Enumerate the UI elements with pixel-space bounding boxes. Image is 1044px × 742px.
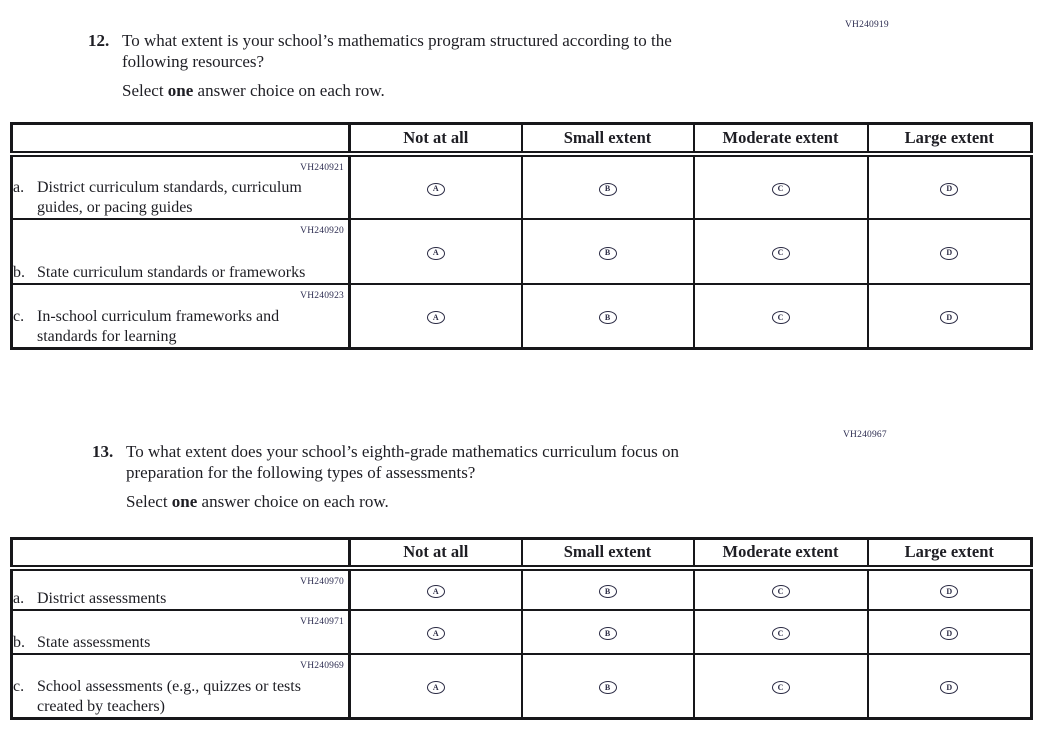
empty-header-cell: [10, 122, 351, 157]
option-bubble-c[interactable]: C: [771, 311, 790, 325]
q13-response-table: Not at all Small extent Moderate extent …: [10, 537, 1033, 720]
option-bubble-d[interactable]: D: [940, 585, 959, 598]
option-bubble-b[interactable]: B: [598, 182, 617, 196]
row-label-cell: VH240920 b. State curriculum standards o…: [10, 217, 351, 285]
prompt-line: preparation for the following types of a…: [126, 463, 476, 482]
column-header: Moderate extent: [692, 537, 869, 571]
option-bubble-d[interactable]: D: [940, 246, 959, 260]
option-bubble-d[interactable]: D: [940, 182, 959, 196]
table-row: VH240969 c. School assessments (e.g., qu…: [10, 652, 1033, 720]
option-bubble-c[interactable]: C: [771, 585, 790, 598]
table-row: VH240920 b. State curriculum standards o…: [10, 217, 1033, 285]
column-header: Small extent: [520, 537, 695, 571]
row-label-cell: VH240923 c. In-school curriculum framewo…: [10, 282, 351, 350]
option-bubble-a[interactable]: A: [426, 681, 445, 695]
table-row: VH240923 c. In-school curriculum framewo…: [10, 282, 1033, 350]
question-number: 13.: [92, 442, 114, 461]
option-bubble-c[interactable]: C: [771, 182, 790, 196]
item-code: VH240971: [300, 616, 344, 627]
option-bubble-c[interactable]: C: [771, 246, 790, 260]
option-bubble-d[interactable]: D: [940, 311, 959, 325]
option-bubble-b[interactable]: B: [598, 585, 617, 598]
option-bubble-d[interactable]: D: [940, 681, 959, 695]
question-prompt: To what extent is your school’s mathemat…: [122, 30, 672, 101]
row-label-cell: VH240971 b. State assessments: [10, 608, 351, 655]
row-letter: b.: [13, 633, 25, 651]
option-bubble-b[interactable]: B: [598, 246, 617, 260]
option-bubble-b[interactable]: B: [598, 627, 617, 640]
item-code: VH240921: [300, 162, 344, 173]
row-letter: a.: [13, 589, 25, 607]
prompt-line: following resources?: [122, 52, 265, 71]
option-bubble-b[interactable]: B: [598, 311, 617, 325]
column-header: Not at all: [348, 537, 523, 571]
table-row: VH240921 a. District curriculum standard…: [10, 152, 1033, 220]
row-label: District assessments: [37, 589, 167, 607]
column-header: Large extent: [866, 537, 1033, 571]
header-row: Not at all Small extent Moderate extent …: [10, 537, 1033, 571]
prompt-line: To what extent does your school’s eighth…: [126, 442, 680, 461]
row-label: District curriculum standards, curriculu…: [37, 178, 302, 216]
item-code: VH240969: [300, 660, 344, 671]
item-code: VH240970: [300, 576, 344, 587]
item-code: VH240920: [300, 225, 344, 236]
question-prompt: To what extent does your school’s eighth…: [126, 441, 679, 512]
row-label-cell: VH240970 a. District assessments: [10, 566, 351, 611]
option-bubble-b[interactable]: B: [598, 681, 617, 695]
select-instruction: Select one answer choice on each row.: [122, 81, 385, 100]
row-label: School assessments (e.g., quizzes or tes…: [37, 678, 301, 715]
row-letter: c.: [13, 678, 25, 695]
option-bubble-a[interactable]: A: [426, 585, 445, 598]
item-code: VH240919: [845, 20, 889, 30]
option-bubble-a[interactable]: A: [426, 182, 445, 196]
row-letter: a.: [13, 178, 25, 196]
column-header: Not at all: [348, 122, 523, 157]
table-row: VH240970 a. District assessments A B C D: [10, 566, 1033, 611]
option-bubble-a[interactable]: A: [426, 627, 445, 640]
row-label: State curriculum standards or frameworks: [37, 263, 306, 281]
prompt-line: To what extent is your school’s mathemat…: [122, 31, 672, 50]
question-number: 12.: [88, 31, 110, 50]
option-bubble-d[interactable]: D: [940, 627, 959, 640]
row-label-cell: VH240921 a. District curriculum standard…: [10, 152, 351, 220]
empty-header-cell: [10, 537, 351, 571]
question-13: 13. To what extent does your school’s ei…: [92, 441, 812, 512]
item-code: VH240923: [300, 290, 344, 301]
row-letter: b.: [13, 263, 25, 281]
q12-response-table: Not at all Small extent Moderate extent …: [10, 122, 1033, 350]
row-label: State assessments: [37, 633, 151, 651]
item-code: VH240967: [843, 430, 887, 440]
row-label-cell: VH240969 c. School assessments (e.g., qu…: [10, 652, 351, 720]
option-bubble-c[interactable]: C: [771, 627, 790, 640]
column-header: Large extent: [866, 122, 1033, 157]
table-row: VH240971 b. State assessments A B C D: [10, 608, 1033, 655]
column-header: Small extent: [520, 122, 695, 157]
row-letter: c.: [13, 308, 25, 325]
question-12: 12. To what extent is your school’s math…: [88, 30, 808, 101]
row-label: In-school curriculum frameworks and stan…: [37, 308, 280, 345]
option-bubble-a[interactable]: A: [426, 246, 445, 260]
header-row: Not at all Small extent Moderate extent …: [10, 122, 1033, 157]
column-header: Moderate extent: [692, 122, 869, 157]
option-bubble-c[interactable]: C: [771, 681, 790, 695]
select-instruction: Select one answer choice on each row.: [126, 492, 389, 511]
option-bubble-a[interactable]: A: [426, 311, 445, 325]
